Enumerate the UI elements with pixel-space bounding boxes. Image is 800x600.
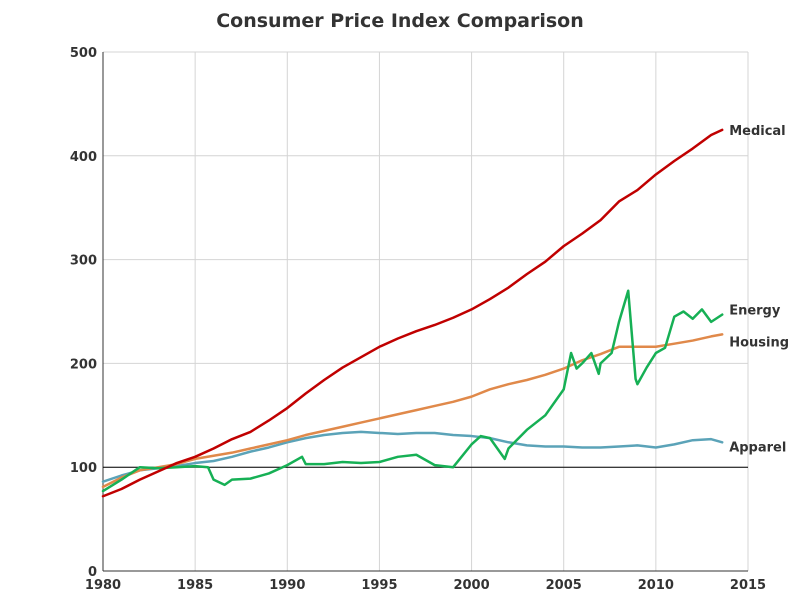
x-tick-label: 1990 (269, 578, 305, 593)
y-tick-label: 500 (70, 46, 97, 61)
series-label-energy: Energy (729, 304, 781, 319)
series-label-apparel: Apparel (729, 440, 786, 455)
x-tick-label: 2000 (453, 578, 489, 593)
y-tick-label: 0 (88, 565, 97, 580)
series-line-apparel (101, 430, 724, 483)
series-labels: Medical Energy Housing Apparel (729, 124, 789, 455)
series-line-medical (101, 128, 724, 498)
chart-title: Consumer Price Index Comparison (216, 10, 584, 32)
grid (102, 51, 749, 572)
y-tick-label: 300 (70, 254, 97, 269)
series-lines (101, 128, 724, 498)
series-label-housing: Housing (729, 335, 789, 350)
series-label-medical: Medical (729, 124, 785, 139)
x-tick-label: 2015 (730, 578, 766, 593)
series-line-energy (101, 289, 724, 493)
x-tick-label: 1985 (177, 578, 213, 593)
x-tick-label: 1995 (361, 578, 397, 593)
x-tick-label: 2010 (638, 578, 674, 593)
y-tick-label: 400 (70, 150, 97, 165)
series-line-housing (101, 333, 724, 489)
x-tick-label: 2005 (546, 578, 582, 593)
x-tick-label: 1980 (85, 578, 121, 593)
y-tick-label: 200 (70, 357, 97, 372)
axes: 1980 1985 1990 1995 2000 2005 2010 2015 0 100 200 3… (70, 46, 766, 593)
y-tick-label: 100 (70, 461, 97, 476)
